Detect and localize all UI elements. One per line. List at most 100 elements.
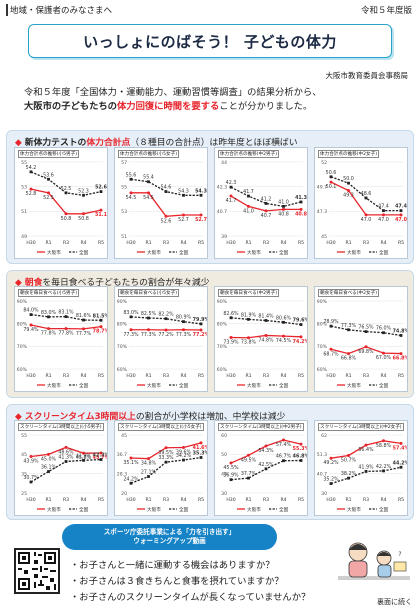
data-label: 44.2% [393, 460, 407, 466]
legend-label-osaka: 大阪市 [147, 506, 161, 513]
x-tick-label: R1 [145, 497, 151, 503]
data-label: 47.0 [378, 217, 389, 223]
chart-title: 朝食を毎日食べる(小5男子) [18, 289, 80, 297]
x-tick-label: R4 [180, 373, 186, 379]
data-label: 53.6 [43, 172, 54, 178]
data-point [347, 476, 350, 480]
y-tick-label: 51 [121, 234, 127, 240]
x-tick-label: R1 [45, 240, 51, 246]
data-point [229, 461, 233, 465]
legend-label-osaka: 大阪市 [347, 249, 361, 256]
x-tick-label: H30 [326, 497, 335, 503]
y-tick-label: 60% [317, 367, 328, 373]
x-tick-label: R1 [45, 497, 51, 503]
y-tick-label: 45 [321, 234, 327, 240]
data-label: 77.3% [123, 332, 139, 338]
data-point [29, 170, 33, 174]
data-label: 45.7% [93, 455, 107, 461]
y-tick-label: 70% [17, 344, 28, 350]
data-point [299, 459, 303, 462]
data-point [164, 190, 168, 193]
data-point [364, 213, 368, 217]
line-chart: 51 53 55 57 H30 R1 R3 R4 R5 54.5 54.5 52.6 52.7 52.7 5… [121, 160, 207, 256]
x-tick-label: H30 [326, 373, 335, 379]
line-chart: 45 47.3 49.7 52 H30 R1 R3 R4 R5 50.1 49.3 47.0 47.0 4… [317, 160, 407, 256]
promo-line1: スポーツ庁委託事業による「力を引き出す」 [103, 528, 236, 536]
y-tick-label: 60% [17, 367, 28, 373]
x-tick-label: H30 [126, 497, 135, 503]
data-label: 77.2% [158, 332, 174, 338]
data-point [47, 327, 50, 331]
qr-code-icon[interactable] [14, 548, 60, 594]
y-tick-label: 30 [221, 491, 227, 497]
data-label: 43.9% [23, 458, 39, 464]
data-point [399, 441, 403, 445]
y-tick-label: 49.7 [317, 184, 327, 190]
x-tick-label: R5 [98, 373, 104, 379]
data-point [399, 352, 403, 356]
x-tick-label: H30 [226, 240, 235, 246]
line-chart: 20 28.3 36.7 45 H30 R1 R3 R4 R5 35.1% 34.8%39.5% 39… [117, 433, 207, 513]
data-point [229, 478, 233, 482]
line-chart: 60%70%80%90%H30 R1 R3 R4 R568.7%66.8%69.8%67… [317, 299, 407, 389]
y-tick-label: 42.3 [217, 184, 227, 190]
chart-panel: スクリーンタイム(3時間以上)(中2女子) 30 40.7 51.3 62 H30 R1 R3… [314, 420, 408, 516]
data-point [364, 345, 368, 349]
series-line-national [130, 316, 202, 325]
y-tick-label: 28.3 [117, 471, 127, 477]
data-label: 47.0 [361, 217, 372, 223]
x-tick-label: R4 [80, 240, 86, 246]
data-label: 50.8 [61, 216, 72, 222]
data-label: 77.7% [76, 331, 92, 337]
data-label: 37.7% [241, 471, 257, 477]
data-point [282, 438, 285, 442]
data-label: 55.3% [293, 446, 307, 452]
y-tick-label: 51 [21, 209, 27, 215]
x-tick-label: R5 [198, 240, 204, 246]
data-point [347, 181, 350, 185]
data-label: 42.3 [226, 180, 237, 186]
legend-label-osaka: 大阪市 [247, 506, 261, 513]
data-label: 41.3% [58, 454, 74, 460]
y-tick-label: 90% [217, 299, 228, 305]
audience-label: 地域・保護者のみなさまへ [6, 4, 112, 16]
x-tick-label: R1 [45, 373, 51, 379]
chart-title: 体力合計点の推移(小5男子) [18, 150, 80, 158]
data-label: 46.8% [293, 454, 307, 460]
x-tick-label: R3 [163, 497, 169, 503]
data-label: 45.6% [76, 455, 92, 461]
chart-panel: スクリーンタイム(3時間以上)(小5女子) 20 28.3 36.7 45 H30 R1 R3… [114, 420, 208, 516]
x-tick-label: R4 [380, 497, 386, 503]
x-tick-label: R5 [398, 240, 404, 246]
data-point [47, 315, 50, 319]
data-point [299, 335, 303, 339]
data-label: 80.6% [276, 315, 292, 321]
data-point [82, 327, 85, 331]
x-tick-label: R4 [180, 240, 186, 246]
chart-panel: 朝食を毎日食べる(中2女子) 60% 70% 80% 90% H30 R1 R3 R4 R5 68.… [314, 286, 408, 392]
data-point [199, 213, 203, 217]
x-tick-label: R3 [63, 240, 69, 246]
data-label: 46.7% [276, 454, 292, 460]
data-point [164, 328, 168, 332]
legend-label-osaka: 大阪市 [347, 506, 361, 513]
x-tick-label: R3 [63, 497, 69, 503]
data-label: 74.8% [258, 337, 274, 343]
chart-title: 朝食を毎日食べる(中2女子) [318, 289, 380, 297]
data-label: 41.3 [295, 195, 307, 201]
legend-label-national: 全国 [79, 382, 89, 389]
data-point [147, 191, 150, 195]
warmup-video-banner[interactable]: スポーツ庁委託事業による「力を引き出す」 ウォーミングアップ動画 [62, 524, 277, 550]
data-label: 57.4% [393, 445, 407, 451]
data-label: 77.3% [176, 332, 192, 338]
data-label: 41.2 [261, 196, 272, 202]
legend-label-osaka: 大阪市 [347, 382, 361, 389]
y-tick-label: 80% [217, 321, 228, 327]
heading-post: は昨年度とほぼ横ばい [209, 138, 298, 148]
data-point [47, 470, 50, 473]
data-label: 42.5% [258, 462, 274, 468]
data-label: 82.5% [141, 311, 157, 317]
data-label: 81.5% [93, 313, 107, 319]
data-point [64, 315, 68, 319]
data-label: 41.6% [193, 445, 207, 451]
